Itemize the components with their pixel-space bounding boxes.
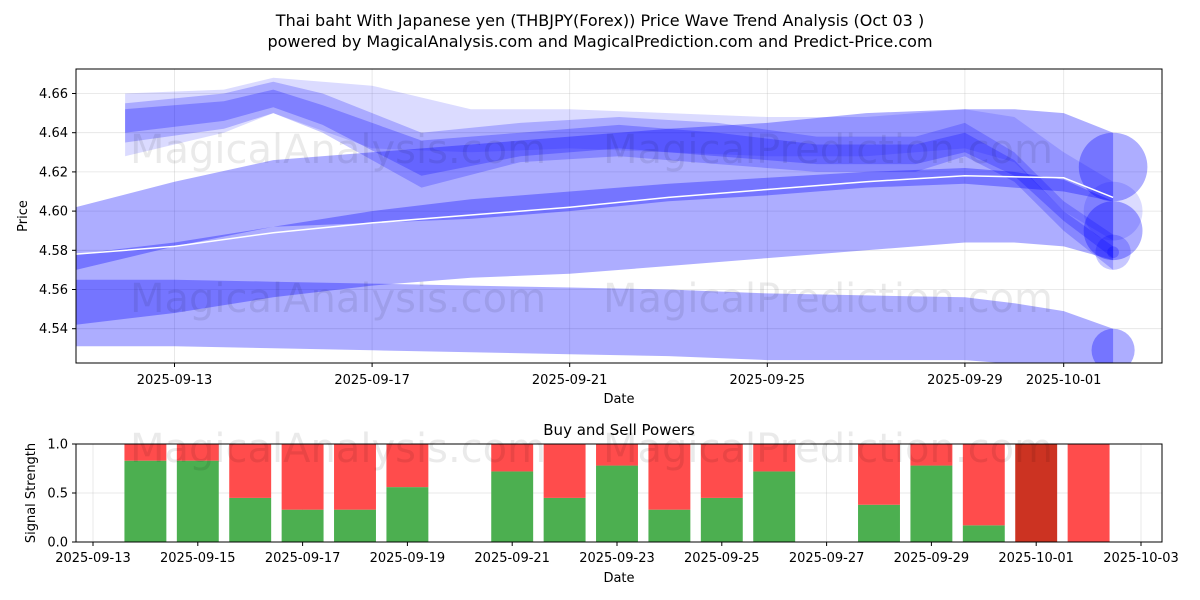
price-y-tick-label: 4.58 xyxy=(39,244,68,259)
signal-chart: Buy and Sell Powers MagicalAnalysis.com … xyxy=(24,421,1179,586)
wave-band-cap xyxy=(1083,201,1143,261)
sell-bar xyxy=(910,444,953,466)
wave-bands xyxy=(76,77,1148,363)
watermark-analysis-3: MagicalAnalysis.com xyxy=(130,426,546,472)
watermark-prediction-3: MagicalPrediction.com xyxy=(603,426,1053,472)
watermark-prediction-2: MagicalPrediction.com xyxy=(603,276,1053,322)
signal-x-tick-label: 2025-09-27 xyxy=(789,551,865,566)
sell-bar xyxy=(1015,444,1058,542)
signal-y-tick-label: 0.5 xyxy=(47,487,68,502)
sell-bar xyxy=(700,444,743,498)
price-y-tick-label: 4.60 xyxy=(39,205,68,220)
sell-bar xyxy=(648,444,691,510)
sell-bar xyxy=(229,444,272,498)
signal-x-tick-label: 2025-09-15 xyxy=(160,551,236,566)
wave-band-cap xyxy=(1078,132,1148,202)
signal-y-ticks: 0.0 0.5 1.0 xyxy=(47,438,76,551)
price-x-tick-label: 2025-09-25 xyxy=(730,373,806,388)
price-y-tick-label: 4.56 xyxy=(39,283,68,298)
buy-bar xyxy=(596,465,638,542)
signal-y-tick-label: 0.0 xyxy=(47,536,68,551)
price-x-tick-label: 2025-09-17 xyxy=(334,373,410,388)
buy-bar xyxy=(386,487,429,542)
chart-title: Thai baht With Japanese yen (THBJPY(Fore… xyxy=(275,11,924,30)
price-y-tick-label: 4.62 xyxy=(39,165,68,180)
buy-bar xyxy=(281,509,324,542)
buy-bar xyxy=(858,504,900,542)
signal-x-tick-label: 2025-09-29 xyxy=(894,551,970,566)
price-y-tick-label: 4.54 xyxy=(39,322,68,337)
price-x-tick-label: 2025-10-01 xyxy=(1026,373,1102,388)
sell-bar xyxy=(596,444,638,466)
sell-bar xyxy=(543,444,586,498)
signal-x-tick-label: 2025-10-03 xyxy=(1103,551,1179,566)
watermark-analysis-1: MagicalAnalysis.com xyxy=(130,127,546,173)
sell-bar xyxy=(753,444,796,472)
sell-bar xyxy=(124,444,167,461)
signal-x-ticks: 2025-09-13 2025-09-15 2025-09-17 2025-09-19… xyxy=(55,542,1179,566)
sell-bar xyxy=(1067,444,1110,542)
signal-x-tick-label: 2025-09-21 xyxy=(474,551,550,566)
signal-x-tick-label: 2025-09-23 xyxy=(579,551,655,566)
signal-x-tick-label: 2025-09-13 xyxy=(55,551,131,566)
sell-bar xyxy=(334,444,376,510)
price-x-label: Date xyxy=(603,392,634,407)
watermark-prediction-1: MagicalPrediction.com xyxy=(603,127,1053,173)
price-x-tick-label: 2025-09-29 xyxy=(927,373,1003,388)
price-x-ticks: 2025-09-13 2025-09-17 2025-09-21 2025-09-25… xyxy=(137,363,1102,388)
sell-bar xyxy=(281,444,324,510)
buy-bar xyxy=(700,497,743,542)
sell-bar xyxy=(858,444,900,505)
signal-y-tick-label: 1.0 xyxy=(47,438,68,453)
watermark-analysis-2: MagicalAnalysis.com xyxy=(130,276,546,322)
signal-x-tick-label: 2025-09-19 xyxy=(370,551,446,566)
buy-bar xyxy=(962,525,1005,542)
signal-x-label: Date xyxy=(603,571,634,586)
price-chart: MagicalAnalysis.com MagicalPrediction.co… xyxy=(16,68,1163,407)
price-grid xyxy=(76,69,1162,363)
signal-bars xyxy=(124,444,1110,542)
buy-bar xyxy=(124,460,167,542)
buy-bar xyxy=(910,465,953,542)
wave-band xyxy=(125,81,1114,270)
price-y-ticks: 4.54 4.56 4.58 4.60 4.62 4.64 4.66 xyxy=(39,87,76,337)
trend-line xyxy=(76,175,1114,255)
wave-band-cap xyxy=(1083,181,1143,241)
wave-band xyxy=(76,279,1114,363)
chart-subtitle: powered by MagicalAnalysis.com and Magic… xyxy=(267,32,932,51)
signal-chart-title: Buy and Sell Powers xyxy=(543,421,695,439)
price-plot-frame xyxy=(75,68,1163,364)
wave-band-cap xyxy=(1095,234,1131,270)
buy-bar xyxy=(648,509,691,542)
wave-band-cap xyxy=(1091,328,1135,363)
wave-band-cap xyxy=(1107,246,1119,259)
buy-bar xyxy=(334,509,376,542)
wave-band xyxy=(125,77,1114,241)
buy-bar xyxy=(176,460,219,542)
sell-bar xyxy=(491,444,534,472)
wave-band xyxy=(125,89,1114,259)
wave-band xyxy=(76,168,1114,325)
price-x-tick-label: 2025-09-13 xyxy=(137,373,213,388)
buy-bar xyxy=(753,471,796,542)
sell-bar xyxy=(386,444,429,488)
price-y-tick-label: 4.64 xyxy=(39,126,68,141)
buy-bar xyxy=(543,497,586,542)
signal-y-label: Signal Strength xyxy=(24,443,39,543)
price-y-tick-label: 4.66 xyxy=(39,87,68,102)
sell-bar xyxy=(962,444,1005,526)
buy-bar xyxy=(229,497,272,542)
signal-x-tick-label: 2025-09-25 xyxy=(684,551,760,566)
price-y-label: Price xyxy=(16,200,31,232)
signal-x-tick-label: 2025-09-17 xyxy=(265,551,341,566)
wave-band xyxy=(76,109,1114,270)
sell-bar xyxy=(176,444,219,461)
price-x-tick-label: 2025-09-21 xyxy=(532,373,608,388)
signal-x-tick-label: 2025-10-01 xyxy=(998,551,1074,566)
buy-bar xyxy=(491,471,534,542)
